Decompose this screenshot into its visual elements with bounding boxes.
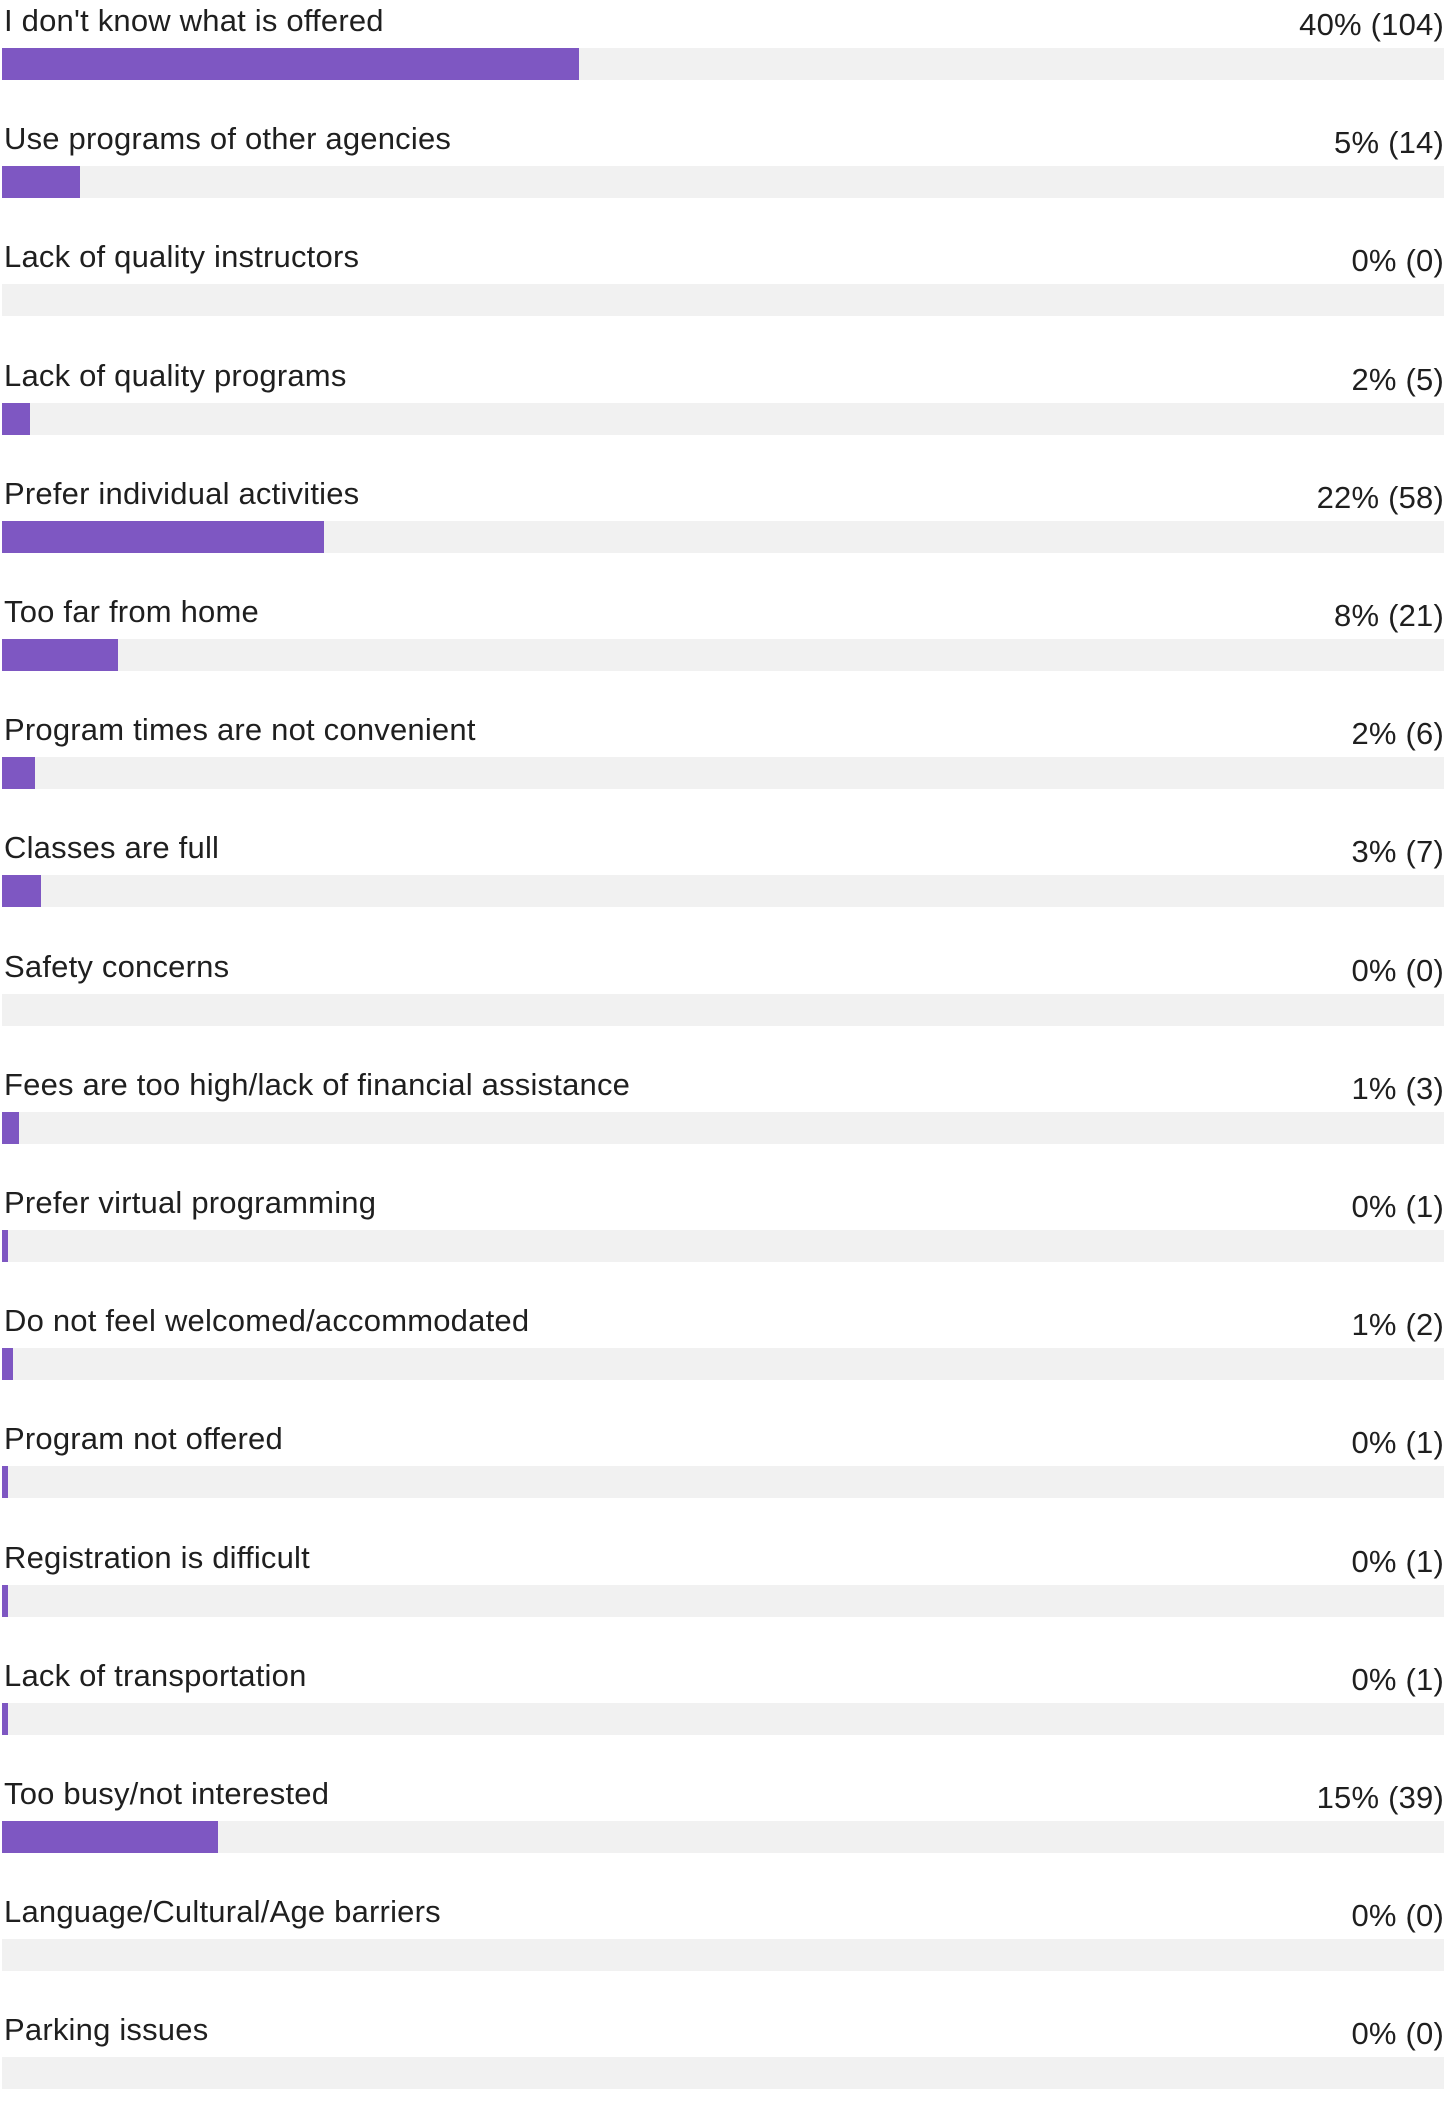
- value-label: 0% (1): [1351, 1661, 1444, 1697]
- chart-row: Use programs of other agencies 5% (14): [0, 118, 1444, 236]
- category-label: I don't know what is offered: [4, 3, 384, 38]
- bar-track: [2, 48, 1444, 80]
- bar: [2, 48, 579, 80]
- category-label: Parking issues: [4, 2012, 209, 2048]
- value-label: 0% (0): [1351, 243, 1444, 279]
- value-label: 0% (0): [1351, 952, 1444, 988]
- category-label: Prefer individual activities: [4, 475, 360, 511]
- bar: [2, 1230, 8, 1262]
- bar: [2, 639, 118, 671]
- bar-track: [2, 1466, 1444, 1499]
- category-label: Language/Cultural/Age barriers: [4, 1894, 441, 1930]
- category-label: Lack of transportation: [4, 1657, 307, 1693]
- chart-row: Do not feel welcomed/accommodated 1% (2): [0, 1300, 1444, 1418]
- bar: [2, 757, 35, 790]
- chart-row: Too busy/not interested 15% (39): [0, 1773, 1444, 1891]
- category-label: Classes are full: [4, 830, 220, 866]
- chart-row: Safety concerns 0% (0): [0, 946, 1444, 1064]
- bar: [2, 166, 80, 199]
- value-label: 2% (5): [1351, 361, 1444, 397]
- bar-track: [2, 993, 1444, 1026]
- value-label: 1% (3): [1351, 1070, 1444, 1106]
- chart-row: Lack of quality instructors 0% (0): [0, 236, 1444, 354]
- chart-row: Lack of transportation 0% (1): [0, 1655, 1444, 1773]
- bar-track: [2, 1821, 1444, 1853]
- value-label: 0% (1): [1351, 1189, 1444, 1224]
- value-label: 2% (6): [1351, 716, 1444, 752]
- category-label: Too busy/not interested: [4, 1776, 330, 1811]
- value-label: 0% (1): [1351, 1425, 1444, 1461]
- category-label: Safety concerns: [4, 948, 230, 984]
- chart-row: Parking issues 0% (0): [0, 2009, 1444, 2127]
- bar: [2, 1111, 19, 1144]
- bar-track: [2, 1111, 1444, 1144]
- chart-row: Program times are not convenient 2% (6): [0, 709, 1444, 827]
- bar-track: [2, 875, 1444, 908]
- chart-row: Lack of quality programs 2% (5): [0, 355, 1444, 473]
- bar-track: [2, 1348, 1444, 1381]
- bar: [2, 1821, 218, 1853]
- bar: [2, 1348, 13, 1381]
- bar-track: [2, 2057, 1444, 2090]
- bar-track: [2, 1939, 1444, 1972]
- value-label: 15% (39): [1316, 1780, 1444, 1815]
- category-label: Use programs of other agencies: [4, 121, 452, 157]
- chart-row: Prefer individual activities 22% (58): [0, 473, 1444, 591]
- bar-track: [2, 1584, 1444, 1617]
- value-label: 0% (0): [1351, 2016, 1444, 2052]
- chart-row: Prefer virtual programming 0% (1): [0, 1182, 1444, 1300]
- category-label: Prefer virtual programming: [4, 1185, 377, 1220]
- chart-row: Language/Cultural/Age barriers 0% (0): [0, 1891, 1444, 2009]
- value-label: 1% (2): [1351, 1307, 1444, 1343]
- bar: [2, 520, 324, 553]
- chart-row: I don't know what is offered 40% (104): [0, 0, 1444, 118]
- category-label: Too far from home: [4, 594, 259, 629]
- chart-row: Program not offered 0% (1): [0, 1418, 1444, 1536]
- category-label: Fees are too high/lack of financial assi…: [4, 1066, 631, 1102]
- value-label: 40% (104): [1299, 7, 1444, 42]
- chart-row: Fees are too high/lack of financial assi…: [0, 1064, 1444, 1182]
- value-label: 0% (0): [1351, 1898, 1444, 1934]
- category-label: Registration is difficult: [4, 1539, 310, 1575]
- category-label: Program not offered: [4, 1421, 283, 1457]
- category-label: Do not feel welcomed/accommodated: [4, 1303, 530, 1339]
- chart-row: Too far from home 8% (21): [0, 591, 1444, 709]
- bar-track: [2, 520, 1444, 553]
- bar-track: [2, 757, 1444, 790]
- category-label: Lack of quality instructors: [4, 239, 360, 275]
- bar: [2, 1702, 8, 1735]
- bar-track: [2, 402, 1444, 435]
- category-label: Lack of quality programs: [4, 357, 347, 393]
- value-label: 0% (1): [1351, 1543, 1444, 1579]
- bar-track: [2, 639, 1444, 671]
- chart-row: Classes are full 3% (7): [0, 827, 1444, 945]
- bar: [2, 402, 30, 435]
- bar-track: [2, 166, 1444, 199]
- bar: [2, 875, 41, 908]
- bar: [2, 1466, 8, 1499]
- bar: [2, 1584, 8, 1617]
- category-label: Program times are not convenient: [4, 712, 476, 748]
- value-label: 3% (7): [1351, 834, 1444, 870]
- value-label: 22% (58): [1316, 479, 1444, 515]
- value-label: 8% (21): [1334, 598, 1444, 633]
- bar-track: [2, 1702, 1444, 1735]
- chart-row: Registration is difficult 0% (1): [0, 1537, 1444, 1655]
- value-label: 5% (14): [1334, 125, 1444, 161]
- bar-track: [2, 284, 1444, 317]
- bar-track: [2, 1230, 1444, 1262]
